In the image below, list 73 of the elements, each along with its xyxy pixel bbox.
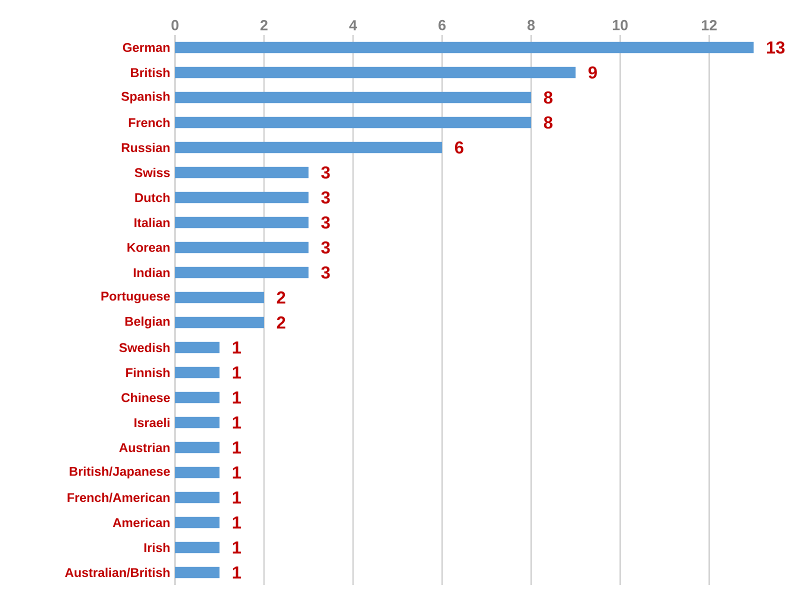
bar	[175, 542, 220, 554]
data-label: 8	[544, 116, 552, 129]
x-tick-label: 6	[438, 20, 446, 30]
data-label: 1	[232, 342, 241, 354]
bar	[175, 92, 532, 104]
y-tick-label: Swiss	[134, 168, 170, 178]
bar	[175, 366, 220, 378]
data-label: 3	[321, 241, 330, 254]
y-tick-label: French/American	[68, 492, 170, 502]
data-label: 1	[232, 492, 241, 504]
x-tick-label: 4	[349, 20, 358, 30]
y-tick-label: French	[128, 118, 170, 128]
data-label: 9	[588, 66, 597, 79]
y-tick-label: Dutch	[135, 192, 170, 202]
y-tick-label: Chinese	[122, 392, 170, 402]
bar	[175, 292, 264, 304]
data-label: 1	[232, 542, 241, 554]
y-tick-label: Belgian	[125, 316, 170, 328]
data-label: 8	[544, 91, 552, 104]
bar	[175, 442, 220, 454]
y-tick-label: Korean	[128, 243, 170, 252]
bar	[175, 392, 220, 404]
y-tick-label: American	[112, 518, 170, 528]
y-tick-label: British/Japanese	[70, 466, 170, 478]
bar	[175, 142, 442, 154]
data-label: 3	[321, 166, 330, 179]
y-tick-label: Portuguese	[101, 292, 170, 304]
bar	[175, 192, 309, 204]
data-label: 13	[767, 41, 785, 54]
data-label: 3	[321, 191, 330, 204]
data-label: 2	[276, 291, 286, 304]
y-tick-label: Australian/British	[65, 568, 170, 578]
bar	[175, 266, 309, 278]
y-tick-label: Irish	[144, 542, 170, 552]
data-label: 1	[232, 366, 241, 378]
y-tick-label: Finnish	[126, 368, 170, 378]
y-tick-label: British	[131, 68, 170, 78]
y-tick-label: Israeli	[134, 418, 170, 428]
y-tick-label: Swedish	[119, 342, 170, 352]
x-tick-label: 10	[612, 20, 628, 30]
data-label: 1	[232, 442, 241, 454]
y-tick-label: Italian	[134, 218, 170, 228]
data-label: 1	[232, 392, 241, 404]
y-tick-label: German	[122, 43, 170, 52]
y-tick-label: Russian	[122, 142, 170, 152]
y-tick-label: Indian	[134, 268, 170, 278]
data-label: 2	[276, 316, 286, 329]
y-tick-label: Austrian	[119, 442, 170, 452]
data-label: 1	[232, 466, 241, 478]
bar	[175, 516, 220, 528]
x-tick-label: 2	[260, 20, 268, 30]
bar	[175, 492, 220, 504]
x-tick-label: 0	[172, 20, 178, 30]
x-tick-label: 8	[527, 20, 535, 30]
bar	[175, 242, 309, 254]
data-label: 1	[232, 516, 241, 528]
data-label: 3	[321, 266, 330, 279]
data-label: 1	[232, 566, 241, 578]
bar	[175, 342, 220, 354]
data-label: 3	[321, 216, 330, 229]
data-label: 1	[232, 416, 241, 428]
bar	[175, 416, 220, 428]
y-tick-label: Spanish	[121, 92, 170, 104]
bar	[175, 42, 754, 54]
bar	[175, 216, 309, 228]
bar	[175, 566, 220, 578]
x-tick-label: 12	[702, 20, 717, 30]
bar	[175, 166, 309, 178]
bar	[175, 316, 264, 328]
bar	[175, 466, 220, 478]
data-label: 6	[454, 141, 464, 154]
bar	[175, 116, 532, 128]
bar	[175, 66, 576, 78]
